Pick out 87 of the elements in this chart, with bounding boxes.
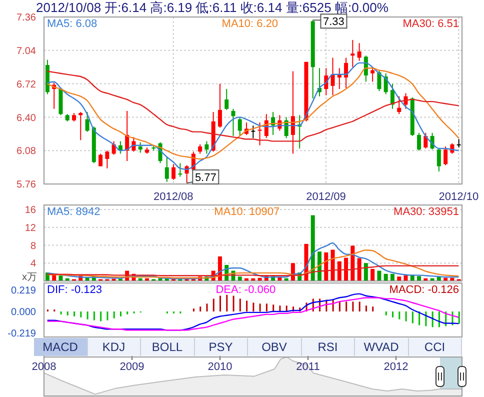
y-tick-label: 7.36 (16, 12, 36, 24)
category-label: WVAD (355, 338, 408, 356)
candlestick (105, 150, 110, 169)
category-label: CCI (408, 338, 462, 356)
bar (390, 274, 394, 281)
x-tick-label: 2012/09 (306, 190, 346, 203)
y-tick-label: 7.04 (16, 46, 36, 57)
candlestick (85, 111, 90, 132)
y-tick-label: 0.000 (10, 307, 36, 318)
bar (417, 276, 422, 281)
candlestick (290, 70, 295, 154)
candlestick (417, 132, 422, 152)
candlestick (178, 162, 182, 178)
candlestick (138, 142, 142, 154)
bar (344, 258, 348, 281)
bar (364, 263, 368, 281)
candlestick (357, 42, 362, 62)
x-tick-label: 2012 (384, 361, 408, 373)
candlestick (436, 148, 441, 172)
bar (357, 258, 362, 281)
bar (337, 261, 342, 281)
chart-title: 2012/10/08 开:6.14 高:6.19 低:6.11 收:6.14 量:6525 幅:0.00% (36, 0, 388, 15)
candlestick (218, 83, 222, 128)
x-tick-label: 2012/10 (438, 190, 479, 203)
bar (370, 268, 375, 281)
candlestick (204, 140, 209, 154)
candlestick (397, 96, 402, 115)
bar (384, 274, 388, 281)
candlestick (330, 57, 335, 96)
text: MA30: 6.51 (402, 18, 459, 30)
candlestick (344, 57, 348, 88)
candlestick (370, 66, 375, 82)
candlestick (258, 122, 262, 146)
y-tick-label: 8 (30, 240, 36, 252)
candlestick (251, 125, 256, 139)
series-label: DEA: -0.060 (216, 284, 276, 296)
x-tick-label: 2008 (32, 361, 56, 373)
candlestick (444, 146, 448, 166)
line-series (46, 265, 460, 276)
x-tick-label: 2009 (120, 361, 144, 373)
x-tick-label: 2010 (208, 361, 232, 373)
candlestick (198, 144, 202, 154)
candlestick (238, 116, 242, 136)
x-tick-label: 2011 (296, 361, 320, 373)
text: DIF: -0.123 (47, 284, 102, 296)
y-tick-label: -0.219 (8, 328, 36, 340)
text: MA10: 6.20 (222, 18, 278, 30)
text: MA30: 33951 (394, 206, 459, 218)
category-label: MACD (34, 338, 88, 356)
line-series (46, 242, 460, 280)
candlestick (271, 111, 276, 136)
y-tick-label: 12 (24, 222, 36, 234)
candlestick (231, 108, 236, 136)
category-label: OBV (248, 338, 302, 356)
candlestick (172, 164, 176, 180)
x-tick-label: 2012/08 (154, 190, 194, 203)
candlestick (424, 132, 428, 150)
category-label: RSI (302, 338, 355, 356)
y-tick-label: 4 (30, 258, 36, 270)
bar (377, 270, 382, 281)
category-label: BOLL (141, 338, 194, 356)
y-tick-label: 6.72 (16, 79, 36, 90)
candlestick (98, 153, 103, 167)
y-tick-label: 0.219 (10, 286, 36, 297)
candlestick (456, 138, 461, 148)
series-label: MACD: -0.126 (389, 284, 459, 296)
candlestick (164, 156, 169, 182)
category-label: KDJ (88, 338, 141, 356)
bar (310, 215, 315, 281)
y-tick-label: 6.40 (16, 112, 36, 124)
y-tick-label: 6.08 (16, 146, 36, 158)
candlestick (78, 111, 83, 141)
y-tick-label: 16 (24, 205, 36, 216)
candlestick (224, 88, 229, 110)
text: MA10: 10907 (214, 206, 280, 218)
bar (58, 276, 63, 281)
category-label: PSY (194, 338, 248, 356)
line-series (46, 250, 460, 278)
bar (330, 250, 335, 281)
y-axis-title: x万 (22, 271, 37, 284)
candlestick (350, 39, 355, 68)
text: MA5: 6.08 (47, 18, 98, 30)
annotation: 5.77 (194, 172, 216, 184)
y-tick-label: 5.76 (16, 180, 36, 191)
candlestick (377, 70, 382, 92)
annotation: 7.33 (323, 16, 344, 28)
text: MA5: 8942 (47, 206, 100, 218)
